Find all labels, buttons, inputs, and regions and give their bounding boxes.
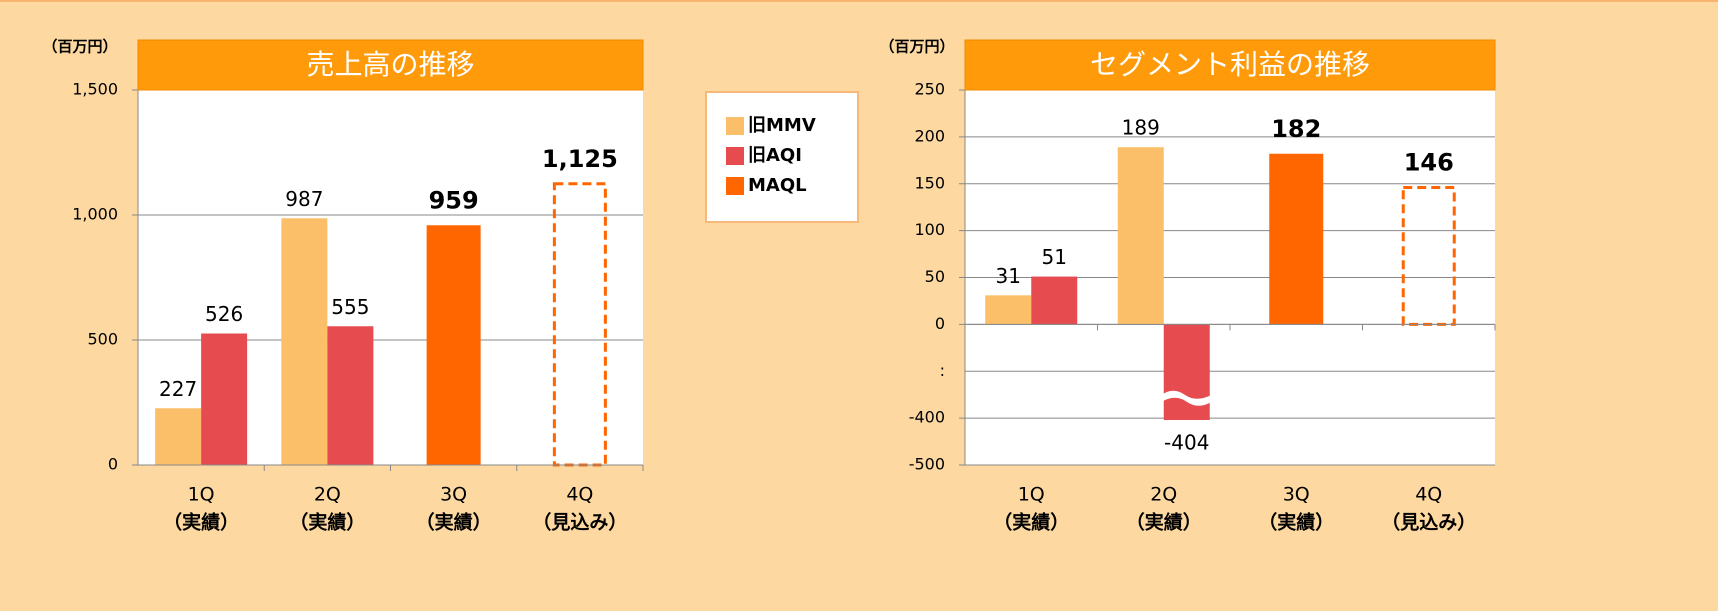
x-tick-sublabel: （見込み）: [1381, 511, 1476, 534]
data-label: 146: [1404, 149, 1454, 177]
x-tick-sublabel: （実績）: [416, 511, 492, 534]
bar: [1163, 324, 1210, 420]
data-label: -404: [1164, 431, 1209, 455]
y-tick-label: 50: [925, 267, 945, 286]
y-tick-label: 1,500: [72, 80, 118, 99]
bar: [281, 218, 328, 465]
legend-swatch: [726, 117, 744, 135]
legend-label: MAQL: [748, 175, 807, 196]
bar: [985, 295, 1032, 325]
y-break-label: :: [940, 361, 945, 380]
legend-label: 旧AQI: [748, 145, 802, 166]
bar: [1031, 276, 1078, 325]
data-label: 51: [1042, 245, 1067, 269]
y-tick-label: 0: [108, 455, 118, 474]
x-tick-label: 2Q: [314, 484, 341, 506]
y-tick-label: 1,000: [72, 205, 118, 224]
x-tick-sublabel: （実績）: [1126, 511, 1202, 534]
data-label: 526: [205, 302, 243, 326]
x-tick-label: 2Q: [1150, 484, 1177, 506]
data-label: 959: [429, 186, 479, 214]
legend-label: 旧MMV: [748, 115, 816, 136]
x-tick-sublabel: （実績）: [289, 511, 365, 534]
x-tick-sublabel: （実績）: [1258, 511, 1334, 534]
title-box: [964, 39, 1496, 91]
legend-swatch: [726, 177, 744, 195]
y-tick-label: 200: [914, 126, 945, 145]
chart-title: セグメント利益の推移: [1090, 48, 1370, 81]
bar: [327, 326, 374, 465]
legend-swatch: [726, 147, 744, 165]
x-tick-label: 1Q: [188, 484, 215, 506]
data-label: 227: [159, 377, 197, 401]
bar: [426, 225, 481, 465]
x-tick-sublabel: （実績）: [993, 511, 1069, 534]
y-tick-label: 500: [87, 330, 118, 349]
x-tick-label: 1Q: [1018, 484, 1045, 506]
y-tick-label: 100: [914, 220, 945, 239]
data-label: 189: [1122, 116, 1160, 140]
data-label: 1,125: [542, 145, 618, 173]
y-unit-label: （百万円）: [42, 38, 117, 56]
title-box: [137, 39, 644, 91]
y-tick-label: -400: [909, 408, 945, 427]
x-tick-label: 4Q: [566, 484, 593, 506]
x-tick-label: 3Q: [440, 484, 467, 506]
x-tick-sublabel: （実績）: [163, 511, 239, 534]
data-label: 987: [285, 187, 323, 211]
y-tick-label: -500: [909, 455, 945, 474]
y-unit-label: （百万円）: [879, 38, 954, 56]
y-tick-label: 250: [914, 80, 945, 99]
bar: [1269, 153, 1324, 325]
data-label: 555: [331, 295, 369, 319]
x-tick-label: 3Q: [1283, 484, 1310, 506]
data-label: 182: [1271, 115, 1321, 143]
x-tick-sublabel: （見込み）: [532, 511, 627, 534]
axis-break-wave: [1161, 390, 1212, 406]
y-tick-label: 0: [935, 314, 945, 333]
data-label: 31: [996, 264, 1021, 288]
y-tick-label: 150: [914, 173, 945, 192]
chart-title: 売上高の推移: [306, 48, 474, 81]
bar: [1117, 147, 1164, 325]
x-tick-label: 4Q: [1415, 484, 1442, 506]
bar: [155, 408, 202, 465]
bar: [201, 333, 248, 465]
